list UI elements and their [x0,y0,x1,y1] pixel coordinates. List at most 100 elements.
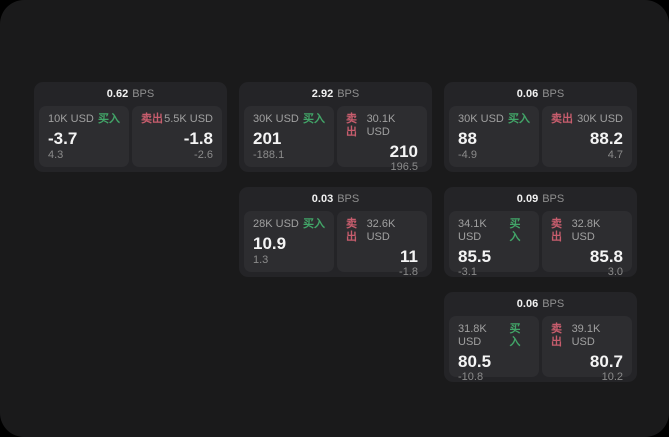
quote-card-body: 34.1K USD 买入 85.5 -3.1 卖出 32.8K USD 85.8… [449,211,632,278]
buy-side-label: 买入 [303,113,325,125]
quote-card: 0.06 BPS 31.8K USD 买入 80.5 -10.8 卖出 39.1… [444,292,637,383]
sell-panel-header: 卖出 30.1K USD [346,113,418,139]
bps-value: 0.03 [311,193,334,205]
buy-amount: 28K USD [253,218,299,230]
buy-price: 10.9 [253,234,287,253]
buy-quote-panel[interactable]: 10K USD 买入 -3.7 4.3 [39,106,129,167]
sell-price: 85.8 [589,247,623,266]
sell-quote-panel[interactable]: 卖出 30K USD 88.2 4.7 [542,106,632,167]
sell-side-label: 卖出 [551,218,562,243]
bps-unit-label: BPS [542,193,565,205]
sell-panel-header: 卖出 5.5K USD [141,113,213,126]
bps-value: 0.06 [516,298,539,310]
bps-value: 0.62 [106,88,129,100]
sell-amount: 30K USD [577,113,623,125]
sell-side-label: 卖出 [551,113,573,125]
sell-price: 210 [389,142,418,161]
bps-header: 0.09 BPS [449,187,632,211]
buy-amount: 10K USD [48,113,94,125]
buy-delta: -10.8 [458,371,484,383]
buy-amount: 30K USD [253,113,299,125]
sell-delta: 10.2 [601,371,623,383]
sell-price: -1.8 [183,129,213,148]
sell-price: 11 [400,247,418,266]
sell-amount: 30.1K USD [366,113,396,138]
bps-value: 2.92 [311,88,334,100]
buy-delta: -188.1 [253,149,285,161]
sell-delta: 3.0 [607,266,623,278]
sell-price: 80.7 [589,352,623,371]
sell-side-label: 卖出 [346,113,357,138]
bps-value: 0.09 [516,193,539,205]
sell-side-label: 卖出 [141,113,163,125]
sell-quote-panel[interactable]: 卖出 39.1K USD 80.7 10.2 [542,316,632,383]
buy-amount: 30K USD [458,113,504,125]
buy-delta: -3.1 [458,266,477,278]
buy-amount: 31.8K USD [458,323,487,348]
sell-quote-panel[interactable]: 卖出 30.1K USD 210 196.5 [337,106,427,173]
buy-panel-header: 28K USD 买入 [253,218,325,231]
quote-card-body: 28K USD 买入 10.9 1.3 卖出 32.6K USD 11 -1.8 [244,211,427,278]
sell-quote-panel[interactable]: 卖出 32.6K USD 11 -1.8 [337,211,427,278]
sell-panel-header: 卖出 39.1K USD [551,323,623,349]
buy-side-label: 买入 [508,113,530,125]
buy-panel-header: 34.1K USD 买入 [458,218,530,244]
sell-amount: 32.8K USD [571,218,601,243]
sell-panel-header: 卖出 32.8K USD [551,218,623,244]
buy-side-label: 买入 [509,323,521,348]
bps-value: 0.06 [516,88,539,100]
buy-price: 201 [253,129,282,148]
buy-amount: 34.1K USD [458,218,487,243]
bps-header: 0.06 BPS [449,292,632,316]
sell-side-label: 卖出 [551,323,562,348]
sell-amount: 39.1K USD [571,323,601,348]
buy-panel-header: 30K USD 买入 [253,113,325,126]
buy-quote-panel[interactable]: 34.1K USD 买入 85.5 -3.1 [449,211,539,278]
buy-panel-header: 30K USD 买入 [458,113,530,126]
bps-unit-label: BPS [542,88,565,100]
buy-price: -3.7 [48,129,78,148]
buy-side-label: 买入 [303,218,325,230]
buy-side-label: 买入 [509,218,521,243]
sell-amount: 5.5K USD [164,113,213,125]
quote-card: 0.09 BPS 34.1K USD 买入 85.5 -3.1 卖出 32.8K… [444,187,637,278]
sell-delta: -1.8 [399,266,418,278]
sell-side-label: 卖出 [346,218,357,243]
bps-unit-label: BPS [132,88,155,100]
sell-amount: 32.6K USD [366,218,396,243]
quote-card: 0.03 BPS 28K USD 买入 10.9 1.3 卖出 32.6K US… [239,187,432,278]
buy-delta: 4.3 [48,149,64,161]
bps-header: 0.06 BPS [449,82,632,106]
buy-quote-panel[interactable]: 28K USD 买入 10.9 1.3 [244,211,334,272]
bps-header: 2.92 BPS [244,82,427,106]
buy-delta: -4.9 [458,149,477,161]
sell-quote-panel[interactable]: 卖出 5.5K USD -1.8 -2.6 [132,106,222,167]
quote-card: 2.92 BPS 30K USD 买入 201 -188.1 卖出 30.1K … [239,82,432,173]
buy-price: 88 [458,129,477,148]
quote-card-body: 10K USD 买入 -3.7 4.3 卖出 5.5K USD -1.8 -2.… [39,106,222,167]
buy-price: 80.5 [458,352,492,371]
bps-header: 0.62 BPS [39,82,222,106]
bps-header: 0.03 BPS [244,187,427,211]
bps-unit-label: BPS [542,298,565,310]
sell-panel-header: 卖出 30K USD [551,113,623,126]
sell-delta: 196.5 [390,161,418,173]
buy-price: 85.5 [458,247,492,266]
buy-panel-header: 31.8K USD 买入 [458,323,530,349]
sell-quote-panel[interactable]: 卖出 32.8K USD 85.8 3.0 [542,211,632,278]
quote-card-body: 30K USD 买入 88 -4.9 卖出 30K USD 88.2 4.7 [449,106,632,167]
quote-card-body: 31.8K USD 买入 80.5 -10.8 卖出 39.1K USD 80.… [449,316,632,383]
bps-unit-label: BPS [337,88,360,100]
buy-side-label: 买入 [98,113,120,125]
quote-card: 0.06 BPS 30K USD 买入 88 -4.9 卖出 30K USD 8… [444,82,637,172]
sell-panel-header: 卖出 32.6K USD [346,218,418,244]
quote-card: 0.62 BPS 10K USD 买入 -3.7 4.3 卖出 5.5K USD… [34,82,227,172]
sell-delta: -2.6 [194,149,213,161]
buy-quote-panel[interactable]: 30K USD 买入 88 -4.9 [449,106,539,167]
buy-quote-panel[interactable]: 30K USD 买入 201 -188.1 [244,106,334,167]
buy-delta: 1.3 [253,254,269,266]
quote-card-body: 30K USD 买入 201 -188.1 卖出 30.1K USD 210 1… [244,106,427,173]
sell-price: 88.2 [589,129,623,148]
buy-quote-panel[interactable]: 31.8K USD 买入 80.5 -10.8 [449,316,539,383]
